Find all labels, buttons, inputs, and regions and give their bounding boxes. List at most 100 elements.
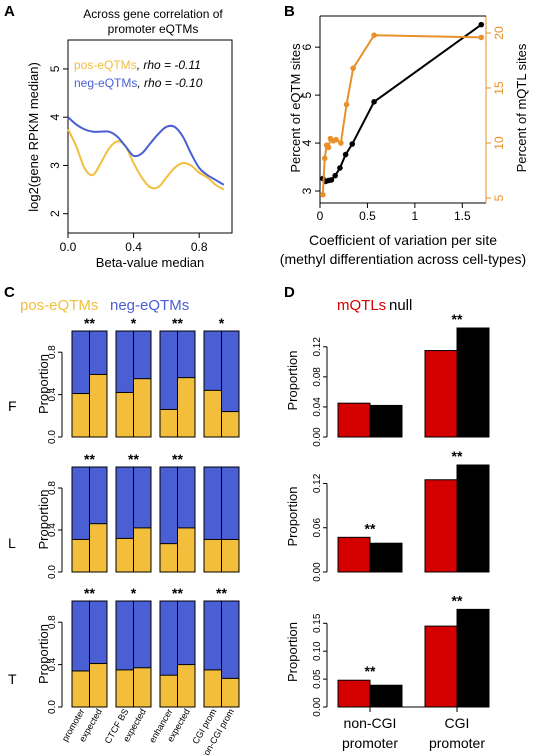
panel-c-significance: ** [216, 585, 227, 601]
panel-d-significance: ** [452, 448, 463, 464]
panel-d-bar-mqtl [424, 479, 458, 573]
panel-c-y-tick-label: 0.8 [47, 345, 58, 359]
panel-c-y-tick-label: 0.8 [47, 481, 58, 495]
panel-c-significance: * [131, 585, 137, 601]
panel-d-bar-null [456, 327, 490, 438]
panel-d-y-tick-label: 0.12 [312, 337, 323, 357]
panel-d-y-tick-label: 0.00 [312, 562, 323, 582]
panel-d-bar-mqtl [337, 679, 371, 708]
panel-d-significance: ** [365, 663, 376, 679]
panel-c-bar-pos [71, 538, 90, 573]
panel-b-y-tick-label-right: 15 [492, 81, 506, 95]
panel-c-y-tick-label: 0.4 [47, 657, 58, 671]
panel-c-bar-pos [177, 377, 196, 438]
panel-d-y-label: Proportion [285, 487, 300, 547]
panel-a-y-tick-label: 5 [48, 65, 62, 72]
panel-b-y-tick-label-right: 5 [492, 194, 506, 201]
panel-c-y-label: Proportion [36, 624, 51, 684]
panel-c-bar-pos [177, 527, 196, 573]
panel-c-significance: ** [84, 451, 95, 467]
panel-b-y-tick-label-right: 20 [492, 26, 506, 40]
panel-b-eqtm-series-point [478, 21, 485, 28]
panel-d-legend-null: null [389, 297, 412, 314]
panel-c-significance: ** [84, 585, 95, 601]
panel-c-bar-pos [221, 677, 240, 708]
panel-b-eqtm-series-point [332, 172, 338, 179]
panel-label-a: A [4, 3, 15, 20]
panel-b-y-label-right: Percent of mQTL sites [514, 43, 529, 172]
panel-b-y-label: Percent of eQTM sites [288, 43, 303, 173]
panel-c-bar-pos [133, 378, 152, 438]
panel-d-category-label-line-1: non-CGI [344, 715, 397, 731]
panel-b-y-tick-label-right: 10 [492, 136, 506, 150]
panel-a-title-line-2: promoter eQTMs [108, 22, 199, 36]
panel-d-bar-null [369, 404, 403, 438]
panel-c-bar-pos [159, 543, 178, 573]
panel-c-bar-pos [115, 669, 134, 708]
panel-d-y-tick-label: 0.06 [312, 518, 323, 538]
panel-c-bar-pos [159, 408, 178, 438]
panel-b-mqtl-series-point [478, 34, 485, 41]
panel-c-significance: * [131, 315, 137, 331]
panel-b-mqtl-series-point [321, 155, 328, 162]
panel-a-y-tick-label: 2 [48, 210, 62, 217]
panel-b-eqtm-series-point [342, 151, 349, 158]
panel-d-significance: ** [452, 311, 463, 327]
panel-c-bar-pos [71, 393, 90, 438]
panel-b-eqtm-series-point [349, 141, 356, 147]
panel-b-mqtl-series-point [350, 65, 357, 71]
panel-c-significance: ** [172, 451, 183, 467]
panel-b-mqtl-series-point [343, 101, 350, 108]
panel-c-significance: ** [172, 315, 183, 331]
panel-c-row-label: L [8, 535, 16, 551]
panel-d-bar-mqtl [424, 350, 458, 438]
panel-d-bar-null [369, 684, 403, 708]
panel-b-x-label: Coefficient of variation per site [309, 232, 497, 248]
panel-d-category-label-line-2: promoter [429, 735, 485, 751]
panel-c-bar-pos [221, 538, 240, 573]
panel-d-significance: ** [452, 592, 463, 608]
panel-a-y-tick-label: 3 [48, 162, 62, 169]
panel-b-mqtl-series-point [333, 136, 339, 143]
panel-b-x-tick-label: 0.5 [359, 209, 376, 223]
panel-c-bar-pos [133, 527, 152, 573]
panel-d-y-tick-label: 0.04 [312, 397, 323, 417]
panel-d-y-tick-label: 0.08 [312, 367, 323, 387]
panel-a-y-tick-label: 4 [48, 114, 62, 121]
panel-b-x-tick-label: 0 [317, 209, 324, 223]
panel-d-category-label-line-2: promoter [342, 735, 398, 751]
panel-c-y-tick-label: 0.0 [47, 565, 58, 579]
panel-c-bar-pos [203, 389, 222, 438]
panel-c-bar-pos [115, 537, 134, 573]
panel-c-bar-pos [71, 670, 90, 708]
panel-c-bar-pos [115, 391, 134, 438]
panel-c-row-label: F [8, 398, 17, 414]
panel-b-y-tick-label: 5 [300, 91, 314, 98]
panel-d-bar-null [456, 464, 490, 573]
panel-d-y-tick-label: 0.05 [312, 669, 323, 689]
panel-c-bar-pos [159, 674, 178, 708]
panel-c-y-tick-label: 0.0 [47, 430, 58, 444]
panel-a-series-pos-eQTMs [67, 128, 225, 191]
panel-b-eqtm-series-point [337, 165, 343, 171]
panel-c-y-tick-label: 0.8 [47, 615, 58, 629]
panel-c-bar-pos [177, 664, 196, 708]
panel-d-legend-mqtl: mQTLs [337, 297, 386, 314]
panel-b-y-tick-label: 6 [300, 44, 314, 51]
panel-label-d: D [284, 284, 295, 301]
panel-d-significance: ** [365, 520, 376, 536]
panel-c-significance: ** [128, 451, 139, 467]
panel-b-mqtl-series-point [338, 140, 344, 146]
panel-d-y-tick-label: 0.00 [312, 427, 323, 447]
panel-c-row-label: T [8, 671, 17, 687]
panel-c-bar-pos [89, 373, 108, 438]
panel-d-y-tick-label: 0.00 [312, 697, 323, 717]
panel-d-category-label-line-1: CGI [445, 715, 470, 731]
panel-d-bar-mqtl [337, 536, 371, 573]
panel-a-x-tick-label: 0.0 [60, 240, 77, 254]
panel-d-bar-null [456, 608, 490, 708]
panel-c-significance: * [219, 315, 225, 331]
panel-c-y-tick-label: 0.4 [47, 387, 58, 401]
panel-a-legend-entry: neg-eQTMs, rho = -0.10 [74, 76, 203, 90]
